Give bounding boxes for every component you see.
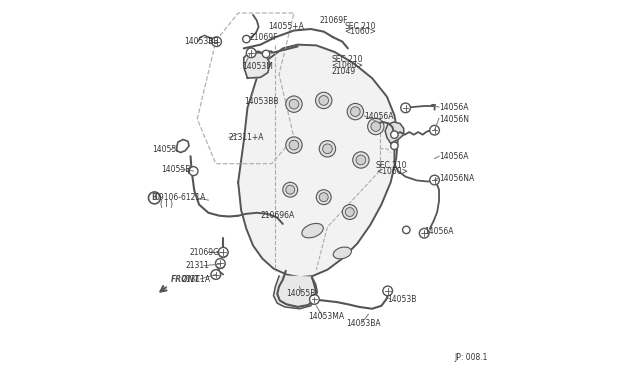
Text: 21069G: 21069G [189,248,219,257]
Text: 14056N: 14056N [439,115,469,124]
Circle shape [246,48,256,58]
Circle shape [319,96,328,105]
Circle shape [286,185,294,194]
Circle shape [390,131,398,138]
Text: 14053BB: 14053BB [184,37,219,46]
Text: 14056A: 14056A [439,103,468,112]
Circle shape [286,96,302,112]
Ellipse shape [333,247,351,259]
Circle shape [384,287,392,295]
Circle shape [216,259,225,268]
Circle shape [383,286,392,296]
Polygon shape [238,45,398,277]
Circle shape [403,226,410,234]
Circle shape [211,270,220,279]
Text: 21069F: 21069F [320,16,349,25]
Circle shape [390,142,398,150]
Text: <1060>: <1060> [376,167,408,176]
Text: 21049: 21049 [331,67,355,76]
Circle shape [356,155,365,165]
Text: 21311+A: 21311+A [229,133,264,142]
Text: 14056A: 14056A [439,153,468,161]
Circle shape [401,103,410,113]
Circle shape [218,247,228,257]
Circle shape [219,248,228,257]
Circle shape [429,175,440,185]
Text: 14053BB: 14053BB [244,97,278,106]
Text: FRONT: FRONT [170,275,200,284]
Circle shape [351,107,360,116]
Circle shape [346,208,354,217]
Text: 210696A: 210696A [260,211,295,220]
Text: <1060>: <1060> [344,27,376,36]
Text: 14053MA: 14053MA [308,312,344,321]
Polygon shape [385,122,404,143]
Text: B: B [152,193,157,202]
Circle shape [319,141,335,157]
Circle shape [319,193,328,202]
Text: 21311: 21311 [186,261,209,270]
Circle shape [289,99,299,109]
Text: 14056A: 14056A [424,227,454,236]
Circle shape [316,190,331,205]
Circle shape [316,92,332,109]
Polygon shape [273,276,316,309]
Circle shape [347,103,364,120]
Circle shape [189,167,198,176]
Text: 14055B: 14055B [287,289,316,298]
Text: <1060>: <1060> [331,61,363,70]
Text: 14053M: 14053M [242,62,273,71]
Text: 14056NA: 14056NA [439,174,474,183]
Circle shape [262,50,270,58]
Text: 14053BA: 14053BA [346,319,381,328]
Circle shape [216,260,225,269]
Circle shape [283,182,298,197]
Circle shape [402,104,410,112]
Circle shape [420,230,428,237]
Text: 14053B: 14053B [387,295,417,304]
Circle shape [211,270,221,279]
Text: 14055: 14055 [152,145,177,154]
Text: JP: 008.1: JP: 008.1 [454,353,488,362]
Circle shape [212,37,221,46]
Text: 09106-6121A: 09106-6121A [154,193,206,202]
Circle shape [148,192,161,204]
Text: 14055B: 14055B [161,165,190,174]
Text: 14055+A: 14055+A [268,22,304,31]
Text: 21311A: 21311A [182,275,211,283]
Circle shape [367,118,384,135]
Circle shape [286,137,302,153]
Circle shape [431,127,438,133]
Circle shape [213,38,220,45]
Circle shape [431,177,438,183]
Ellipse shape [302,224,323,238]
Circle shape [310,296,318,303]
Text: ( I ): ( I ) [160,200,173,209]
Circle shape [289,140,299,150]
Text: SEC.210: SEC.210 [376,161,407,170]
Text: SEC.210: SEC.210 [331,55,363,64]
Polygon shape [244,51,270,78]
Text: 14056A: 14056A [365,112,394,121]
Circle shape [342,205,357,219]
Circle shape [371,122,381,131]
Circle shape [419,228,429,238]
Text: 21069F: 21069F [250,33,278,42]
Circle shape [310,295,319,304]
Circle shape [246,48,255,57]
Circle shape [243,35,250,43]
Text: SEC.210: SEC.210 [344,22,376,31]
Circle shape [353,152,369,168]
Circle shape [429,125,440,135]
Circle shape [323,144,332,154]
